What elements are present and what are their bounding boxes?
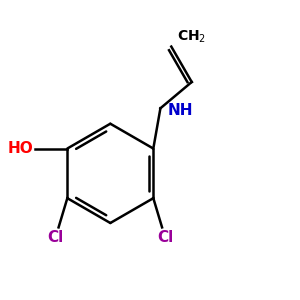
Text: Cl: Cl <box>157 230 173 245</box>
Text: CH$_2$: CH$_2$ <box>177 29 206 45</box>
Text: NH: NH <box>168 103 193 118</box>
Text: Cl: Cl <box>47 230 64 245</box>
Text: HO: HO <box>8 141 34 156</box>
